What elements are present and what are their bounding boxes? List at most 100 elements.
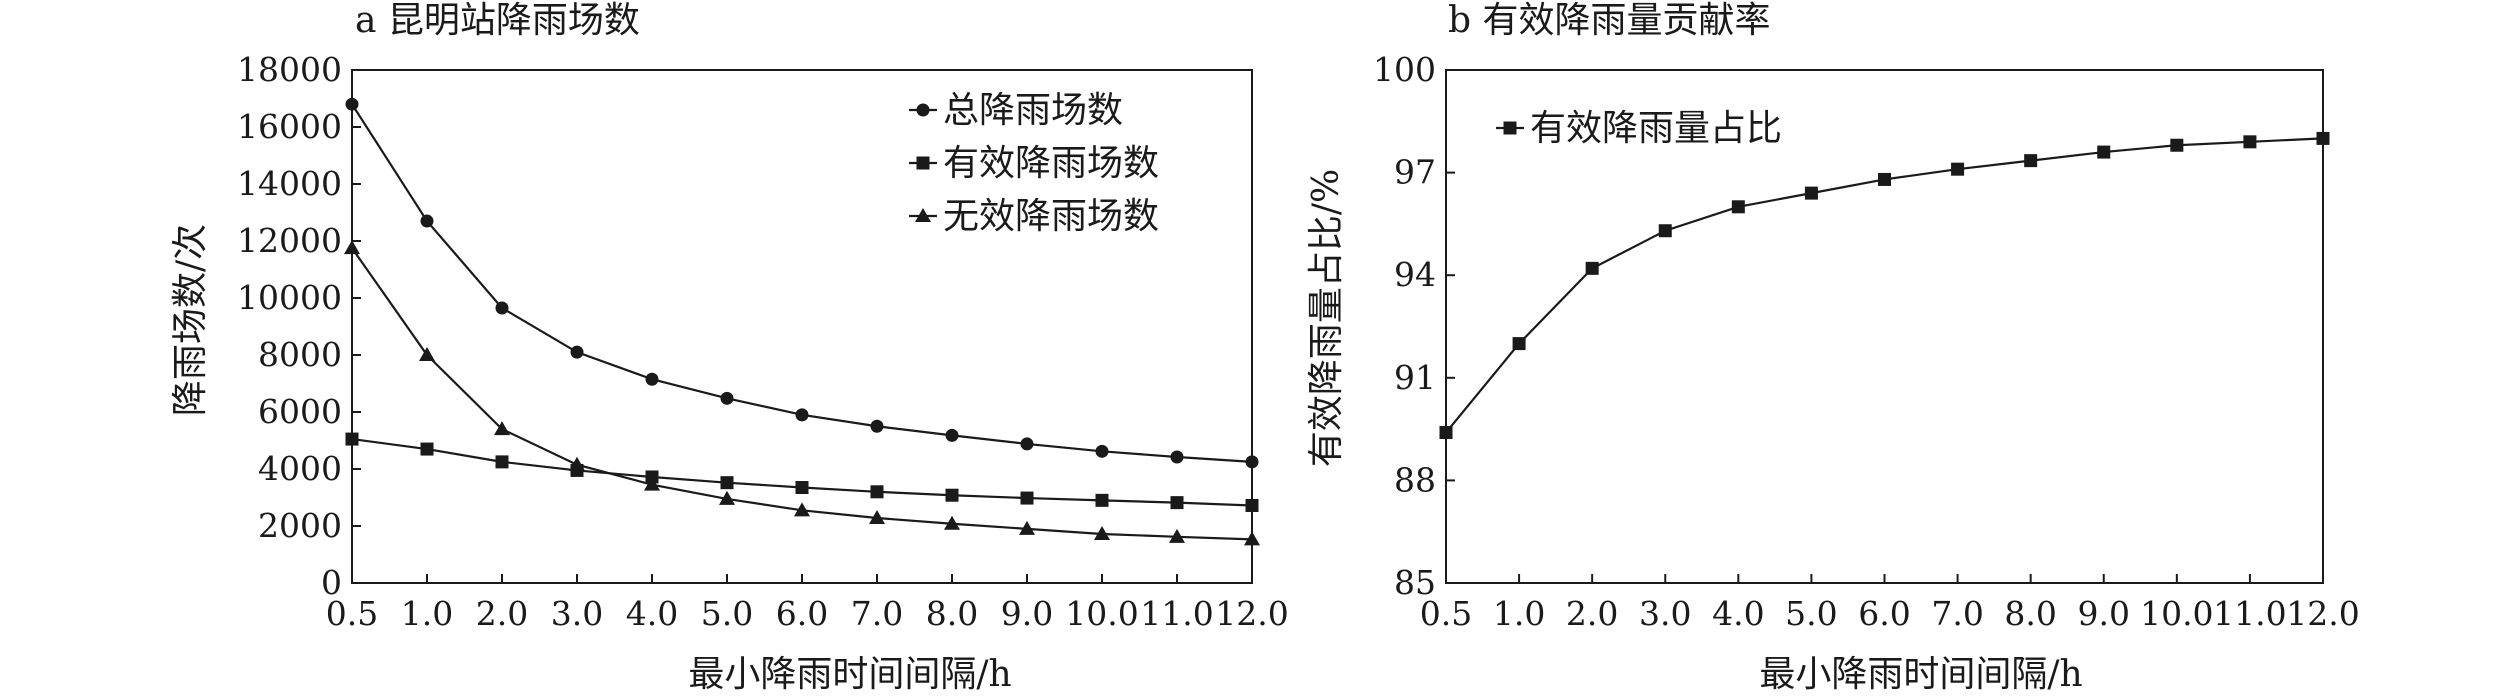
chart-a-ytick-label: 8000 bbox=[258, 335, 342, 374]
chart-a-data-point bbox=[720, 476, 734, 490]
chart-a-xtick-label: 4.0 bbox=[626, 594, 678, 633]
legend-marker bbox=[1503, 121, 1517, 135]
chart-b-xtick-label: 2.0 bbox=[1566, 594, 1618, 633]
chart-b-xtick-label: 7.0 bbox=[1931, 594, 1983, 633]
chart-a-ytick-label: 16000 bbox=[237, 107, 342, 146]
chart-b-xtick-label: 8.0 bbox=[2004, 594, 2056, 633]
chart-a-data-point bbox=[645, 372, 659, 386]
chart-b-xtick-label: 11.0 bbox=[2213, 594, 2286, 633]
chart-a-data-point bbox=[720, 391, 734, 405]
chart-a-series-1 bbox=[345, 97, 1259, 469]
chart-a-data-point bbox=[494, 421, 510, 436]
chart-a-xtick-label: 10.0 bbox=[1065, 594, 1138, 633]
chart-a-ytick-label: 4000 bbox=[258, 449, 342, 488]
chart-a-xtick-label: 8.0 bbox=[926, 594, 978, 633]
chart-a-data-point bbox=[795, 408, 809, 422]
chart-b-legend-item: 有效降雨量占比 bbox=[1496, 108, 1782, 149]
chart-a-xtick-label: 5.0 bbox=[701, 594, 753, 633]
chart-a-ytick-label: 2000 bbox=[258, 506, 342, 545]
chart-b-data-point bbox=[2170, 138, 2184, 152]
legend-label: 总降雨场数 bbox=[943, 90, 1123, 131]
chart-a-data-point bbox=[345, 432, 359, 446]
legend-label: 无效降雨场数 bbox=[943, 196, 1159, 237]
chart-a-data-point bbox=[944, 515, 960, 530]
chart-a-data-point bbox=[495, 455, 509, 469]
chart-a-ytick-label: 6000 bbox=[258, 392, 342, 431]
chart-a-data-point bbox=[1094, 525, 1110, 540]
chart-b-ytick-label: 100 bbox=[1373, 50, 1436, 89]
chart-b-xtick-label: 5.0 bbox=[1785, 594, 1837, 633]
chart-b-ytick-label: 91 bbox=[1394, 358, 1436, 397]
legend-label: 有效降雨量占比 bbox=[1530, 108, 1782, 149]
chart-a-ytick-label: 14000 bbox=[237, 164, 342, 203]
chart-b-xlabel: 最小降雨时间间隔/h bbox=[1759, 654, 2082, 695]
chart-b-data-point bbox=[1585, 261, 1599, 275]
chart-b-data-point bbox=[1439, 426, 1453, 440]
chart-a-data-point bbox=[1244, 531, 1260, 546]
chart-b-xtick-label: 9.0 bbox=[2078, 594, 2130, 633]
chart-a-data-point bbox=[794, 502, 810, 517]
chart-a-data-point bbox=[1245, 498, 1259, 512]
chart-a-xtick-label: 1.0 bbox=[401, 594, 453, 633]
chart-b-data-point bbox=[1731, 200, 1745, 214]
chart-a-data-point bbox=[1170, 496, 1184, 510]
chart-a-ylabel: 降雨场数/次 bbox=[170, 224, 211, 416]
chart-b-ytick-label: 94 bbox=[1394, 255, 1436, 294]
chart-b-data-point bbox=[1804, 186, 1818, 200]
chart-a-data-point bbox=[1169, 528, 1185, 543]
chart-b-ytick-label: 88 bbox=[1394, 460, 1436, 499]
chart-a-title: a 昆明站降雨场数 bbox=[355, 0, 640, 41]
chart-a-ytick-label: 18000 bbox=[237, 50, 342, 89]
chart-b-ytick-label: 85 bbox=[1394, 563, 1436, 602]
chart-a-data-point bbox=[1095, 493, 1109, 507]
chart-b: 85 88 91 94 97 100 0.5 1.0 2.0 3.0 4.0 5.0 6.0 7.0 8.0… bbox=[1373, 50, 2360, 633]
legend-label: 有效降雨场数 bbox=[943, 143, 1159, 184]
chart-b-xtick-label: 1.0 bbox=[1493, 594, 1545, 633]
chart-a-xtick-label: 7.0 bbox=[851, 594, 903, 633]
chart-a-data-point bbox=[570, 345, 584, 359]
chart-a-series-2 bbox=[345, 432, 1259, 512]
chart-a-xtick-label: 9.0 bbox=[1001, 594, 1053, 633]
legend-marker bbox=[916, 103, 930, 117]
chart-b-xtick-label: 12.0 bbox=[2286, 594, 2359, 633]
chart-a-data-point bbox=[420, 214, 434, 228]
chart-a-legend-item: 无效降雨场数 bbox=[909, 196, 1159, 237]
chart-a-legend-item: 有效降雨场数 bbox=[909, 143, 1159, 184]
chart-a-data-point bbox=[869, 510, 885, 525]
chart-a-data-point bbox=[344, 240, 360, 255]
chart-b-data-point bbox=[1658, 224, 1672, 238]
chart-b-xtick-label: 6.0 bbox=[1858, 594, 1910, 633]
chart-b-data-point bbox=[1512, 337, 1526, 351]
chart-a-data-point bbox=[1245, 455, 1259, 469]
chart-a-data-point bbox=[795, 481, 809, 495]
chart-b-data-point bbox=[2024, 154, 2038, 168]
chart-b-data-point bbox=[1951, 162, 1965, 176]
chart-a-data-point bbox=[1019, 520, 1035, 535]
chart-b-data-point bbox=[2316, 131, 2330, 145]
chart-a-data-point bbox=[345, 97, 359, 111]
chart-b-xtick-label: 4.0 bbox=[1712, 594, 1764, 633]
chart-a-ytick-label: 10000 bbox=[237, 278, 342, 317]
chart-a-xtick-label: 0.5 bbox=[326, 594, 378, 633]
chart-a-data-point bbox=[1020, 491, 1034, 505]
chart-b-series-1 bbox=[1439, 131, 2330, 440]
chart-a-ytick-label: 0 bbox=[321, 563, 342, 602]
chart-a-data-point bbox=[870, 419, 884, 433]
chart-a-series-line bbox=[351, 437, 1253, 507]
chart-a-data-point bbox=[719, 490, 735, 505]
chart-b-title: b 有效降雨量贡献率 bbox=[1448, 0, 1771, 41]
chart-a-xtick-label: 12.0 bbox=[1215, 594, 1288, 633]
chart-a-data-point bbox=[945, 428, 959, 442]
chart-a-xtick-label: 11.0 bbox=[1140, 594, 1213, 633]
chart-a-data-point bbox=[420, 442, 434, 456]
chart-a-xtick-label: 6.0 bbox=[776, 594, 828, 633]
chart-a-data-point bbox=[419, 347, 435, 361]
chart-b-ylabel: 有效降雨量占比/% bbox=[1306, 169, 1347, 467]
chart-b-xtick-label: 0.5 bbox=[1420, 594, 1472, 633]
chart-a-xlabel: 最小降雨时间间隔/h bbox=[688, 654, 1011, 695]
chart-a-data-point bbox=[569, 456, 585, 471]
legend-marker bbox=[916, 156, 930, 170]
chart-b-data-point bbox=[2243, 135, 2257, 149]
chart-b-xtick-label: 10.0 bbox=[2140, 594, 2213, 633]
